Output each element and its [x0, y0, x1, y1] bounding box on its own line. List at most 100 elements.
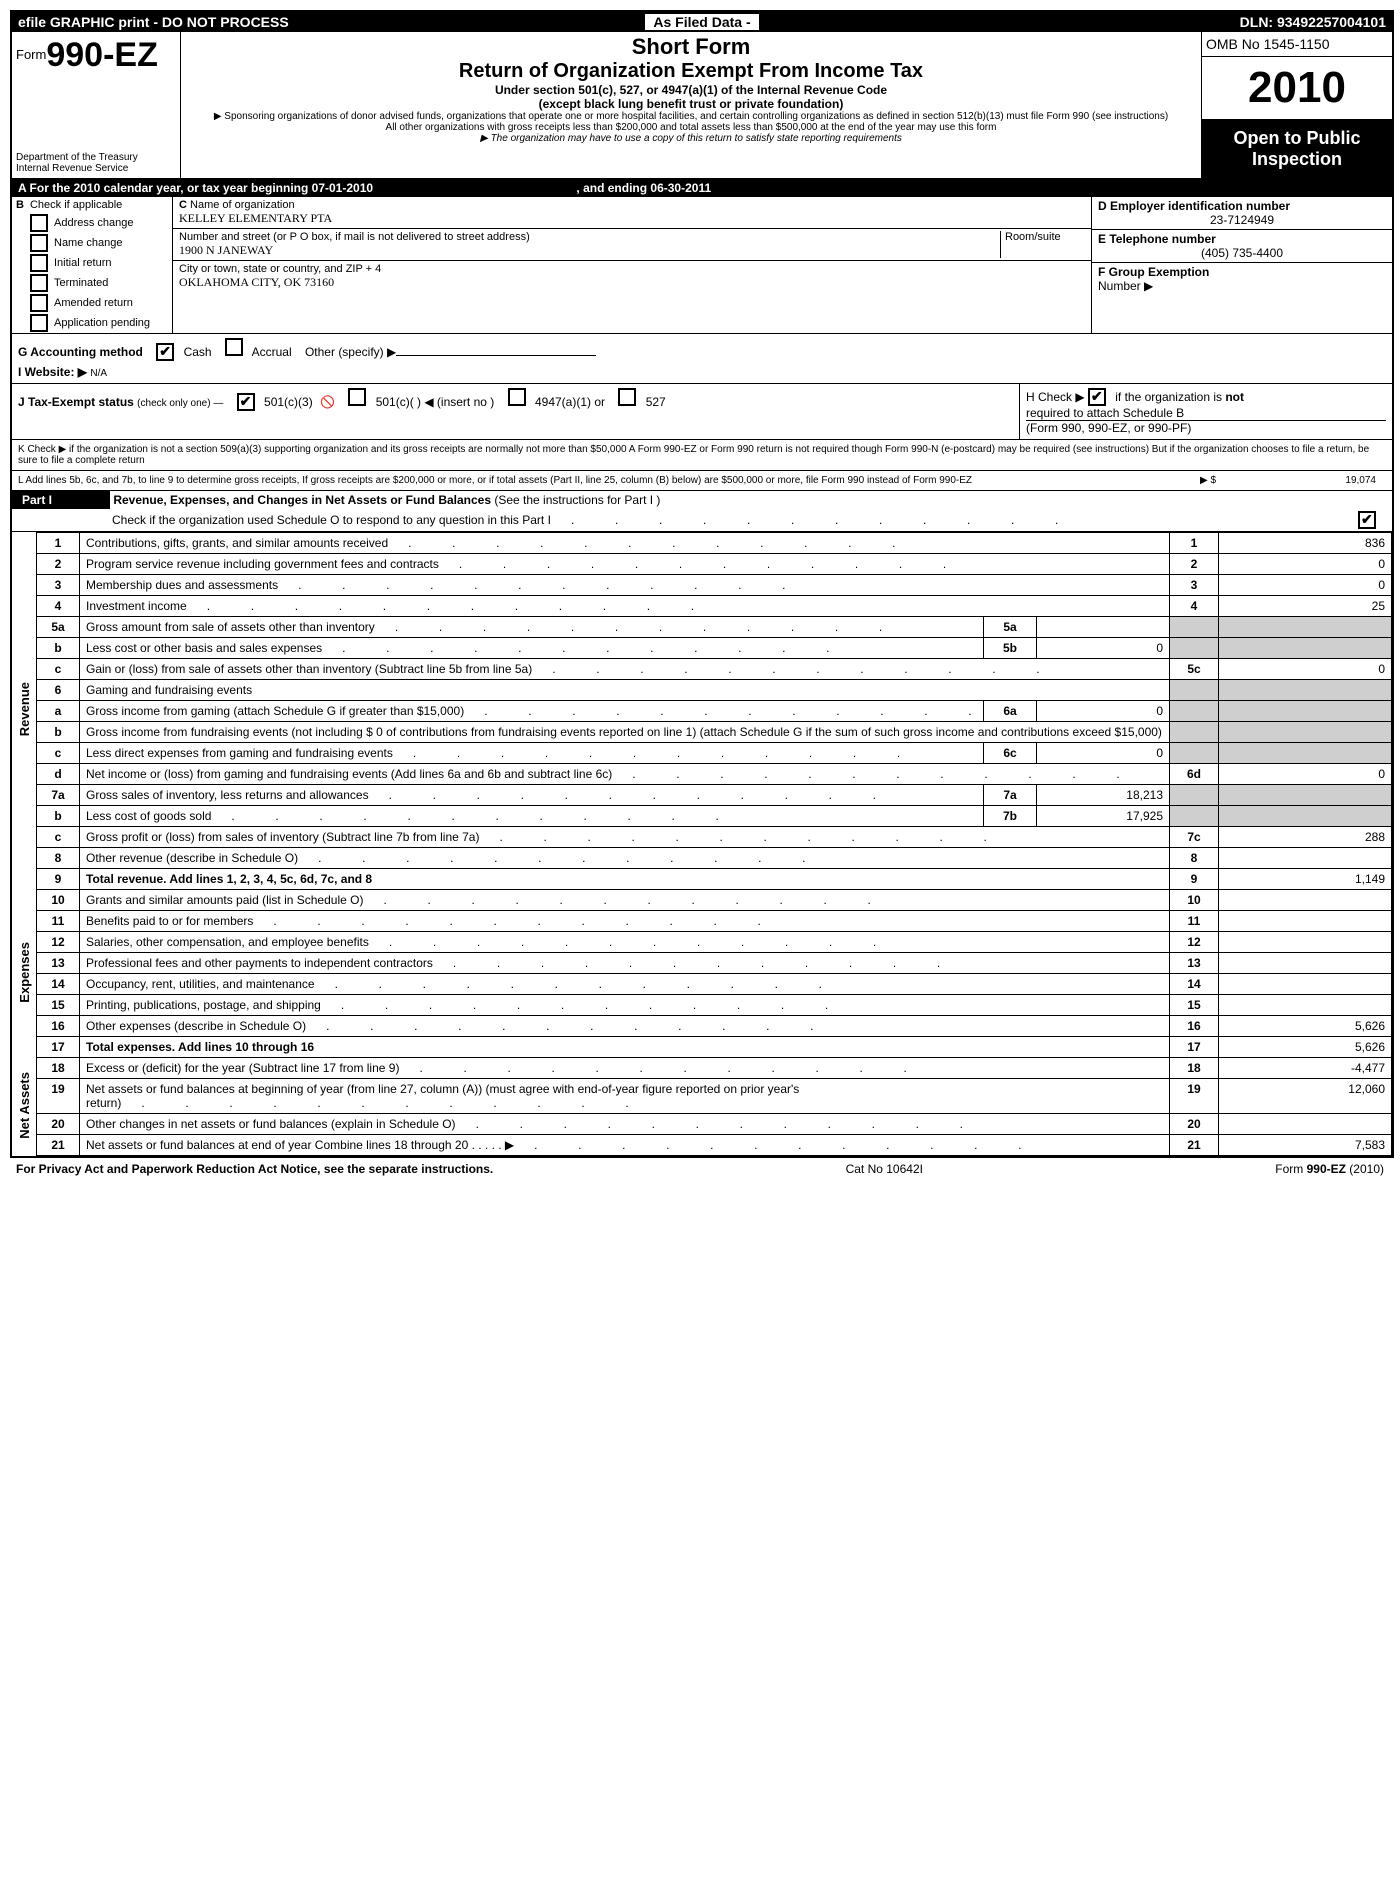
line-number: 20	[37, 1114, 80, 1135]
line-number: 13	[37, 953, 80, 974]
subtitle2: (except black lung benefit trust or priv…	[189, 97, 1193, 111]
line-desc: Other changes in net assets or fund bala…	[80, 1114, 1170, 1135]
b-checkbox-1[interactable]	[30, 234, 48, 252]
line-row: 7aGross sales of inventory, less returns…	[12, 785, 1392, 806]
line-row: 16Other expenses (describe in Schedule O…	[12, 1016, 1392, 1037]
line-col-shade	[1170, 617, 1219, 638]
line-col-num: 2	[1170, 554, 1219, 575]
line-desc: Professional fees and other payments to …	[80, 953, 1170, 974]
org-city: OKLAHOMA CITY, OK 73160	[179, 275, 1085, 290]
footer-form-suffix: (2010)	[1346, 1162, 1384, 1176]
line-value: 1,149	[1219, 869, 1392, 890]
501c-checkbox[interactable]	[348, 388, 366, 406]
line-number: 7a	[37, 785, 80, 806]
inner-num: 5a	[984, 617, 1037, 638]
line-value: 12,060	[1219, 1079, 1392, 1114]
b-option-5: Application pending	[12, 313, 172, 333]
footer: For Privacy Act and Paperwork Reduction …	[10, 1158, 1390, 1180]
main-title: Return of Organization Exempt From Incom…	[189, 60, 1193, 83]
row-g-i-j-h: G Accounting method Cash Accrual Other (…	[12, 334, 1392, 384]
527-checkbox[interactable]	[618, 388, 636, 406]
line-col-num: 5c	[1170, 659, 1219, 680]
cash-checkbox[interactable]	[156, 343, 174, 361]
ein-label: D Employer identification number	[1098, 199, 1386, 213]
inner-val: 0	[1037, 743, 1170, 764]
b-checkbox-5[interactable]	[30, 314, 48, 332]
b-checkbox-0[interactable]	[30, 214, 48, 232]
open-public-1: Open to Public	[1202, 128, 1392, 149]
line-number: c	[37, 659, 80, 680]
b-option-3: Terminated	[12, 273, 172, 293]
line-row: 2Program service revenue including gover…	[12, 554, 1392, 575]
header-mid: Short Form Return of Organization Exempt…	[181, 32, 1201, 178]
line-a-label: A For the 2010 calendar year, or tax yea…	[18, 181, 373, 195]
line-desc: Gaming and fundraising events	[80, 680, 1170, 701]
ein-value: 23-7124949	[1098, 213, 1386, 227]
line-value	[1219, 911, 1392, 932]
c-letter: C	[179, 199, 187, 211]
short-form-title: Short Form	[189, 34, 1193, 60]
line-row: 15Printing, publications, postage, and s…	[12, 995, 1392, 1016]
val-col-shade	[1219, 617, 1392, 638]
side-label: Revenue	[12, 533, 37, 890]
room-label: Room/suite	[1001, 231, 1085, 258]
line-desc: Gain or (loss) from sale of assets other…	[80, 659, 1170, 680]
4947-label: 4947(a)(1) or	[535, 395, 605, 409]
b-checkbox-2[interactable]	[30, 254, 48, 272]
line-col-num: 14	[1170, 974, 1219, 995]
b-option-2: Initial return	[12, 253, 172, 273]
line-number: b	[37, 638, 80, 659]
line-row: aGross income from gaming (attach Schedu…	[12, 701, 1392, 722]
form-990ez: efile GRAPHIC print - DO NOT PROCESS As …	[10, 10, 1394, 1158]
inner-val: 17,925	[1037, 806, 1170, 827]
line-value: 5,626	[1219, 1016, 1392, 1037]
line-value	[1219, 953, 1392, 974]
line-desc: Salaries, other compensation, and employ…	[80, 932, 1170, 953]
line-number: 1	[37, 533, 80, 554]
city-label: City or town, state or country, and ZIP …	[179, 263, 1085, 275]
line-row: 3Membership dues and assessments30	[12, 575, 1392, 596]
b-option-label: Terminated	[54, 277, 108, 289]
line-k: K Check ▶ if the organization is not a s…	[12, 440, 1392, 471]
val-col-shade	[1219, 701, 1392, 722]
line-value	[1219, 1114, 1392, 1135]
line-desc: Total revenue. Add lines 1, 2, 3, 4, 5c,…	[80, 869, 1170, 890]
b-header: B Check if applicable	[12, 197, 172, 213]
schedule-o-checkbox[interactable]	[1358, 511, 1376, 529]
inner-num: 7b	[984, 806, 1037, 827]
line-col-num: 16	[1170, 1016, 1219, 1037]
line-h: H Check ▶ if the organization is not req…	[1020, 384, 1392, 439]
line-number: b	[37, 806, 80, 827]
line-value	[1219, 995, 1392, 1016]
h-checkbox[interactable]	[1088, 388, 1106, 406]
line-i: I Website: ▶ N/A	[18, 365, 1386, 379]
b-checkbox-4[interactable]	[30, 294, 48, 312]
group-exempt-label: F Group Exemption	[1098, 265, 1209, 279]
line-desc: Total expenses. Add lines 10 through 16	[80, 1037, 1170, 1058]
line-a: A For the 2010 calendar year, or tax yea…	[12, 179, 1392, 197]
accrual-checkbox[interactable]	[225, 338, 243, 356]
line-value: 0	[1219, 575, 1392, 596]
line-row: 20Other changes in net assets or fund ba…	[12, 1114, 1392, 1135]
line-desc: Less cost of goods sold	[80, 806, 984, 827]
4947-checkbox[interactable]	[508, 388, 526, 406]
website-label: I Website: ▶	[18, 365, 87, 379]
l-text: L Add lines 5b, 6c, and 7b, to line 9 to…	[18, 475, 1156, 486]
501c3-checkbox[interactable]	[237, 393, 255, 411]
line-col-shade	[1170, 701, 1219, 722]
phone-label: E Telephone number	[1098, 232, 1386, 246]
org-street: 1900 N JANEWAY	[179, 243, 996, 258]
line-number: 16	[37, 1016, 80, 1037]
section-b-def: B Check if applicable Address changeName…	[12, 197, 1392, 334]
line-desc: Benefits paid to or for members	[80, 911, 1170, 932]
subtitle: Under section 501(c), 527, or 4947(a)(1)…	[189, 83, 1193, 97]
line-desc: Gross amount from sale of assets other t…	[80, 617, 984, 638]
part1-label: Part I	[12, 491, 110, 509]
line-number: 14	[37, 974, 80, 995]
b-checkbox-3[interactable]	[30, 274, 48, 292]
line-number: a	[37, 701, 80, 722]
l-arrow: ▶ $	[1156, 475, 1216, 486]
footer-form-prefix: Form	[1275, 1162, 1306, 1176]
line-number: 11	[37, 911, 80, 932]
line-row: 5aGross amount from sale of assets other…	[12, 617, 1392, 638]
